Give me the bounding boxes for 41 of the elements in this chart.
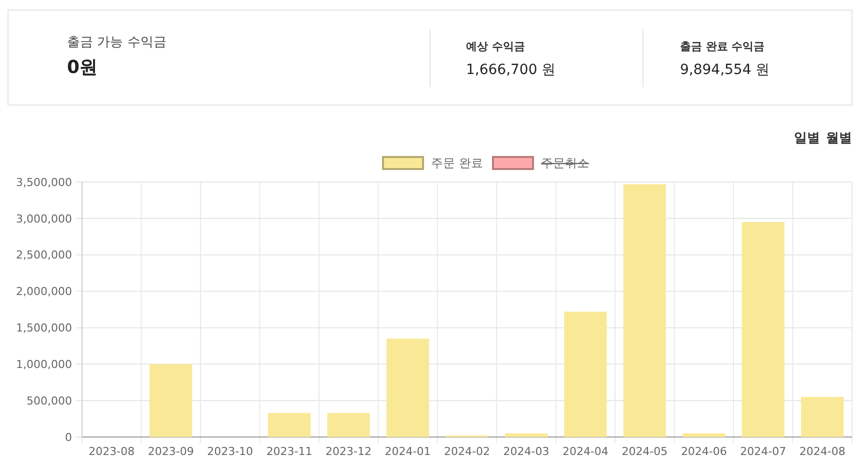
text: 출금 가능 수익금 <box>67 35 166 50</box>
text: 출금 완료 수익금 <box>680 40 765 53</box>
text: 월별 <box>826 131 852 146</box>
y-tick-label: 1,000,000 <box>16 358 72 371</box>
text: 0원 <box>67 57 98 78</box>
x-tick-label: 2024-04 <box>562 445 608 458</box>
bar <box>564 312 607 437</box>
bar <box>742 222 784 437</box>
bar <box>327 412 370 437</box>
y-tick-label: 2,500,000 <box>16 248 72 262</box>
x-tick-label: 2023-10 <box>207 445 254 458</box>
bar <box>682 433 726 437</box>
y-tick-label: 500,000 <box>26 394 72 408</box>
x-tick-label: 2023-11 <box>266 445 312 458</box>
bar <box>268 412 311 437</box>
bar <box>150 364 192 437</box>
y-tick-label: 1,500,000 <box>16 322 72 335</box>
bar <box>386 338 430 437</box>
x-tick-label: 2023-12 <box>326 445 372 458</box>
y-tick-label: 2,000,000 <box>16 285 72 298</box>
x-tick-label: 2024-07 <box>740 445 786 458</box>
x-tick-label: 2023-09 <box>148 445 194 458</box>
x-tick-label: 2024-03 <box>503 445 550 458</box>
text: 예상 수익금 <box>466 40 525 53</box>
bar <box>623 184 666 437</box>
x-tick-label: 2024-01 <box>384 445 431 458</box>
x-tick-label: 2023-08 <box>88 445 135 458</box>
text: 1,666,700 원 <box>466 62 556 78</box>
legend-label: 주문 완료 <box>431 156 483 170</box>
bar <box>504 433 548 437</box>
legend-label: 주문취소 <box>541 156 589 170</box>
x-tick-label: 2024-08 <box>799 445 846 458</box>
x-tick-label: 2024-02 <box>444 445 490 458</box>
text: 9,894,554 원 <box>680 62 770 78</box>
bar <box>801 396 844 437</box>
text: 일별 <box>794 131 820 146</box>
x-tick-label: 2024-05 <box>622 445 668 458</box>
y-tick-label: 3,500,000 <box>16 176 72 189</box>
y-tick-label: 0 <box>65 430 72 444</box>
y-tick-label: 3,000,000 <box>16 212 72 226</box>
x-tick-label: 2024-06 <box>680 445 727 458</box>
